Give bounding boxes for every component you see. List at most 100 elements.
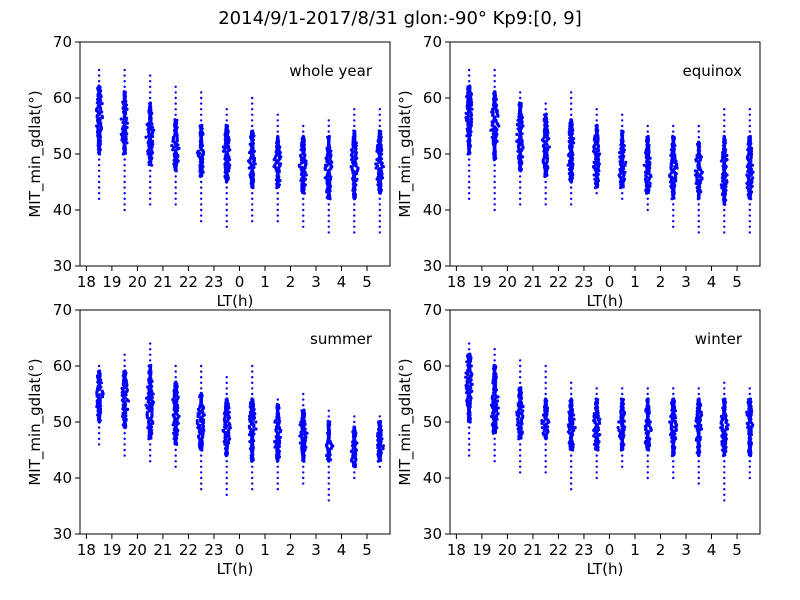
scatter-point xyxy=(493,175,496,178)
scatter-point xyxy=(225,225,228,228)
scatter-point xyxy=(276,197,279,200)
scatter-point xyxy=(751,170,755,174)
scatter-point xyxy=(251,208,254,212)
scatter-point xyxy=(353,108,356,111)
scatter-point xyxy=(671,397,676,401)
scatter-point xyxy=(697,220,700,223)
y-tick-label: 70 xyxy=(53,301,72,319)
x-tick-label: 4 xyxy=(707,273,717,291)
scatter-point xyxy=(569,460,573,463)
scatter-point xyxy=(569,454,573,457)
scatter-point xyxy=(646,397,650,401)
scatter-point xyxy=(493,164,496,167)
scatter-point xyxy=(621,197,624,200)
scatter-point xyxy=(544,192,547,195)
scatter-column-21.5 xyxy=(540,102,551,206)
scatter-point xyxy=(697,225,700,228)
scatter-point xyxy=(174,113,177,117)
scatter-column-21.5 xyxy=(170,85,181,206)
scatter-point xyxy=(616,426,620,430)
scatter-point xyxy=(353,214,356,217)
panel-label: winter xyxy=(695,330,743,348)
scatter-point xyxy=(467,175,471,178)
scatter-point xyxy=(745,410,749,414)
scatter-point xyxy=(723,220,726,223)
scatter-point xyxy=(493,197,496,200)
scatter-point xyxy=(199,197,203,200)
scatter-point xyxy=(725,158,729,162)
scatter-point xyxy=(327,488,330,491)
scatter-point xyxy=(569,476,573,480)
scatter-point xyxy=(174,454,177,457)
scatter-point xyxy=(125,141,129,145)
scatter-point xyxy=(518,175,522,178)
scatter-point xyxy=(569,192,573,195)
scatter-point xyxy=(302,214,305,217)
scatter-point xyxy=(697,203,700,206)
scatter-point xyxy=(300,165,304,169)
scatter-column-19.5 xyxy=(489,348,500,463)
scatter-point xyxy=(356,166,360,170)
x-tick-label: 19 xyxy=(102,541,121,559)
scatter-point xyxy=(672,208,675,212)
scatter-point xyxy=(199,465,203,468)
scatter-point xyxy=(276,113,279,117)
scatter-point xyxy=(672,392,675,396)
scatter-point xyxy=(515,123,520,127)
scatter-point xyxy=(273,440,277,444)
scatter-column-4.5 xyxy=(349,108,360,234)
scatter-point xyxy=(148,180,152,184)
scatter-point xyxy=(97,437,101,440)
scatter-point xyxy=(697,130,700,133)
scatter-point xyxy=(748,225,751,228)
scatter-point xyxy=(719,414,724,418)
scatter-column-0.5 xyxy=(247,364,258,491)
scatter-point xyxy=(493,359,496,362)
scatter-point xyxy=(374,162,378,166)
scatter-point xyxy=(302,225,305,228)
scatter-point xyxy=(225,203,228,206)
scatter-point xyxy=(251,119,254,122)
scatter-point xyxy=(224,123,228,127)
scatter-point xyxy=(572,417,576,421)
scatter-point xyxy=(251,465,254,468)
scatter-point xyxy=(174,364,177,368)
scatter-point xyxy=(199,460,203,463)
x-tick-label: 22 xyxy=(549,273,568,291)
scatter-point xyxy=(247,424,251,428)
scatter-point xyxy=(544,108,547,111)
scatter-point xyxy=(252,149,256,153)
scatter-point xyxy=(489,414,494,418)
x-tick-label: 19 xyxy=(472,273,491,291)
scatter-point xyxy=(540,421,544,425)
scatter-point xyxy=(378,113,381,117)
scatter-point xyxy=(517,411,522,415)
scatter-point xyxy=(146,385,150,389)
scatter-point xyxy=(674,162,679,166)
scatter-point xyxy=(148,448,152,452)
scatter-point xyxy=(254,427,258,431)
scatter-point xyxy=(97,443,101,446)
scatter-point xyxy=(148,454,152,457)
scatter-point xyxy=(199,119,203,122)
scatter-point xyxy=(174,465,177,468)
scatter-point xyxy=(148,175,152,178)
scatter-point xyxy=(493,186,496,189)
scatter-point xyxy=(251,387,254,390)
scatter-point xyxy=(174,180,177,184)
scatter-point xyxy=(723,392,726,396)
scatter-point xyxy=(174,192,177,195)
scatter-point xyxy=(251,192,254,195)
scatter-point xyxy=(467,186,471,189)
x-tick-label: 3 xyxy=(681,273,691,291)
y-tick-label: 30 xyxy=(53,525,72,543)
scatter-point xyxy=(646,465,649,468)
scatter-point xyxy=(669,153,673,157)
scatter-point xyxy=(595,123,599,127)
scatter-point xyxy=(278,435,282,439)
scatter-point xyxy=(518,359,522,362)
y-axis-label: MIT_min_gdlat(°) xyxy=(26,90,45,217)
scatter-point xyxy=(467,454,471,457)
scatter-point xyxy=(592,160,596,164)
scatter-point xyxy=(518,471,522,474)
